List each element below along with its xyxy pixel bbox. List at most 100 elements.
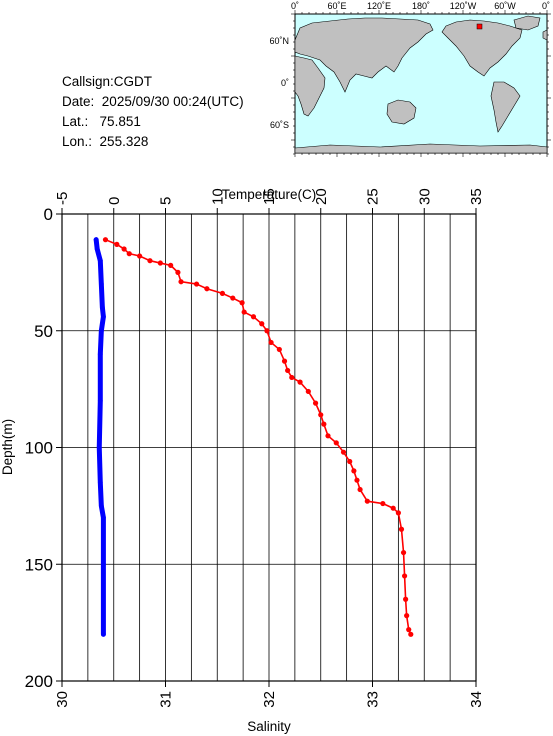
- map-lon-tick-label: 180˚: [412, 1, 430, 11]
- date-value: 2025/09/30 00:24(UTC): [101, 94, 244, 109]
- date-row: Date: 2025/09/30 00:24(UTC): [62, 92, 244, 112]
- salinity-tick-label: 30: [54, 691, 71, 708]
- lat-row: Lat.: 75.851: [62, 112, 244, 132]
- temperature-point: [241, 309, 247, 315]
- temperature-point: [390, 505, 396, 511]
- north-america-landmass: [441, 19, 523, 77]
- temperature-point: [297, 379, 303, 385]
- salinity-axis-title: Salinity: [247, 719, 291, 734]
- temperature-point: [193, 281, 200, 287]
- salinity-point: [94, 246, 100, 252]
- station-location-marker: [476, 23, 483, 30]
- salinity-point: [99, 305, 105, 310]
- station-info: Callsign:CGDT Date: 2025/09/30 00:24(UTC…: [62, 72, 244, 152]
- depth-axis-title: Depth(m): [0, 419, 15, 475]
- temperature-point: [357, 486, 363, 493]
- africa-landmass: [294, 55, 326, 117]
- temperature-profile-line: [105, 238, 412, 635]
- depth-tick-label: 50: [34, 322, 53, 341]
- lat-value: 75.851: [99, 114, 141, 129]
- profile-chart: -5 0 5 10 15 20 25 30 35 30 31 32 33 34 050100150200…: [0, 187, 485, 734]
- depth-tick-labels: 0 50 100 150 200: [25, 205, 53, 691]
- salinity-profile-line: [93, 237, 106, 637]
- salinity-point: [97, 398, 103, 404]
- temperature-point: [126, 251, 132, 257]
- temperature-point: [395, 510, 401, 516]
- temperature-point: [137, 253, 143, 259]
- salinity-point: [97, 480, 103, 485]
- temperature-point: [401, 573, 408, 579]
- temperature-point: [325, 433, 331, 439]
- depth-tick-label: 100: [25, 439, 53, 458]
- temperature-point: [250, 314, 257, 320]
- temperature-point: [406, 627, 412, 633]
- map-frame: [291, 10, 551, 157]
- temperature-point: [204, 286, 210, 292]
- temperature-point: [289, 374, 295, 381]
- callsign-value: CGDT: [113, 74, 153, 89]
- temperature-point: [408, 631, 414, 637]
- europe-asia-landmass: [294, 17, 434, 93]
- salinity-tick-label: 34: [468, 691, 485, 708]
- temperature-point: [351, 468, 357, 474]
- lon-value: 255.328: [99, 134, 149, 149]
- salinity-point: [97, 351, 103, 357]
- temperature-tick-label: 30: [416, 188, 433, 205]
- temperature-tick-label: 15: [261, 188, 278, 205]
- callsign-row: Callsign:CGDT: [62, 72, 244, 92]
- temperature-tick-label: 0: [106, 197, 123, 205]
- temperature-tick-label: -5: [54, 192, 71, 205]
- salinity-point: [101, 515, 106, 520]
- temperature-point: [121, 246, 127, 252]
- temperature-point: [305, 388, 311, 395]
- temperature-point: [219, 290, 226, 296]
- temperature-point: [333, 440, 339, 446]
- temperature-point: [178, 279, 184, 285]
- profile-series: [93, 237, 414, 637]
- uk-island: [542, 29, 548, 41]
- salinity-point: [98, 281, 104, 287]
- salinity-point: [101, 314, 106, 320]
- map-lon-tick-label: 60˚W: [494, 1, 516, 11]
- salinity-tick-label: 32: [261, 691, 278, 708]
- temperature-point: [281, 358, 288, 364]
- temperature-point: [347, 458, 353, 465]
- temperature-point: [102, 237, 109, 243]
- temperature-tick-label: 20: [313, 188, 330, 205]
- temperature-point: [157, 260, 163, 266]
- salinity-point: [98, 328, 104, 334]
- temperature-point: [264, 328, 270, 334]
- antarctica-landmass: [294, 143, 548, 154]
- map-lon-tick-label: 120˚E: [367, 1, 391, 11]
- temperature-point: [321, 421, 327, 427]
- map-lon-tick-label: 60˚E: [327, 1, 346, 11]
- temperature-point: [230, 295, 236, 301]
- temperature-point: [398, 526, 405, 532]
- temperature-point: [364, 498, 370, 504]
- map-lat-tick-label: 60˚S: [270, 120, 289, 130]
- callsign-label: Callsign:: [62, 74, 114, 89]
- temperature-point: [259, 321, 265, 327]
- temperature-point: [404, 613, 410, 619]
- temperature-point: [285, 367, 291, 374]
- temperature-point: [380, 500, 386, 507]
- salinity-point: [101, 561, 106, 567]
- temperature-tick-labels: -5 0 5 10 15 20 25 30 35: [54, 188, 485, 205]
- date-label: Date:: [62, 94, 95, 109]
- salinity-tick-labels: 30 31 32 33 34: [54, 691, 485, 708]
- temperature-point: [312, 400, 319, 406]
- south-america-landmass: [490, 81, 521, 133]
- temperature-point: [403, 596, 409, 602]
- map-lat-tick-label: 0˚: [281, 78, 289, 88]
- greenland-landmass: [513, 15, 541, 31]
- map-landmasses: [294, 15, 548, 154]
- australia-landmass: [386, 99, 417, 125]
- temperature-point: [276, 346, 282, 353]
- temperature-axis-title: Temperature(C): [222, 187, 317, 202]
- map-lat-tick-label: 60˚N: [269, 36, 289, 46]
- lon-row: Lon.: 255.328: [62, 132, 244, 152]
- temperature-point: [268, 339, 274, 346]
- temperature-point: [175, 269, 181, 275]
- temperature-point: [114, 241, 120, 247]
- lat-label: Lat.:: [62, 114, 89, 129]
